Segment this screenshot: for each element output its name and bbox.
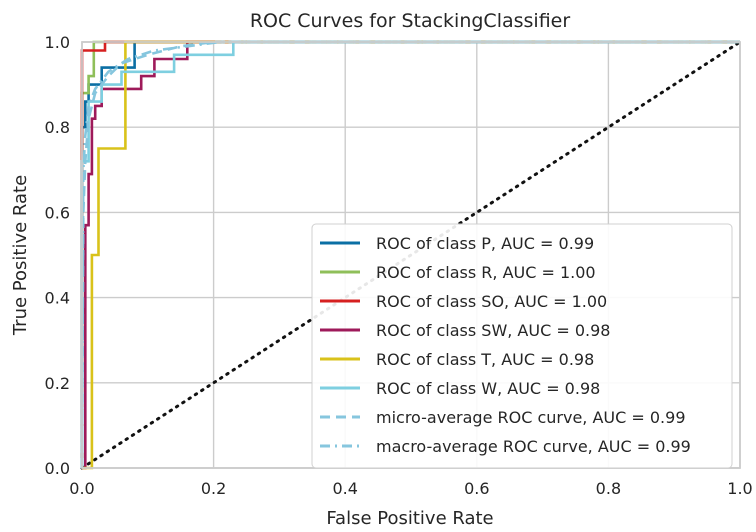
legend-entry-6: micro-average ROC curve, AUC = 0.99 — [376, 408, 686, 427]
y-tick-label: 0.4 — [45, 289, 70, 308]
legend-entry-7: macro-average ROC curve, AUC = 0.99 — [376, 437, 691, 456]
y-tick-label: 0.8 — [45, 118, 70, 137]
x-tick-label: 1.0 — [727, 479, 752, 498]
series-line-3 — [82, 40, 740, 470]
series-line-7 — [80, 40, 740, 469]
series-line-5 — [80, 40, 740, 468]
x-axis-label: False Positive Rate — [326, 508, 493, 529]
x-tick-label: 0.8 — [596, 479, 621, 498]
legend-entry-5: ROC of class W, AUC = 0.98 — [376, 379, 600, 398]
x-tick-label: 0.2 — [201, 479, 226, 498]
x-tick-label: 0.0 — [69, 479, 94, 498]
legend-entry-3: ROC of class SW, AUC = 0.98 — [376, 321, 610, 340]
chart-title: ROC Curves for StackingClassifier — [250, 10, 571, 32]
legend: ROC of class P, AUC = 0.99 ROC of class R… — [311, 223, 733, 469]
y-tick-label: 0.0 — [45, 459, 70, 478]
legend-box — [311, 223, 733, 469]
y-tick-label: 0.2 — [45, 374, 70, 393]
legend-entry-1: ROC of class R, AUC = 1.00 — [376, 263, 596, 282]
legend-entry-4: ROC of class T, AUC = 0.98 — [376, 350, 594, 369]
legend-entry-0: ROC of class P, AUC = 0.99 — [376, 234, 594, 253]
x-tick-label: 0.4 — [332, 479, 357, 498]
x-tick-label: 0.6 — [464, 479, 489, 498]
y-axis-label: True Positive Rate — [10, 175, 31, 336]
y-tick-label: 0.6 — [45, 203, 70, 222]
y-tick-label: 1.0 — [45, 33, 70, 52]
legend-entry-2: ROC of class SO, AUC = 1.00 — [376, 292, 607, 311]
